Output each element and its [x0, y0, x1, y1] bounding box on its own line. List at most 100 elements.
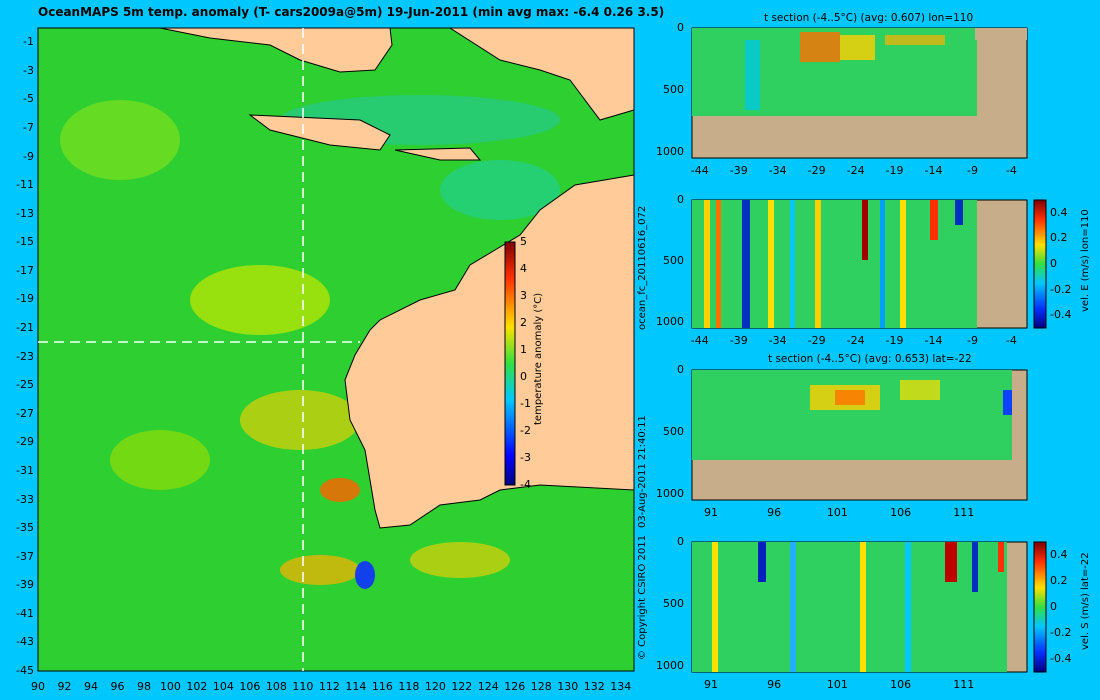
map-y-tick: -43	[16, 635, 34, 649]
map-x-tick: 104	[212, 680, 234, 693]
section-x-tick: -14	[924, 334, 943, 347]
map-colorbar-tick: -2	[520, 424, 531, 437]
map-frame	[37, 27, 635, 672]
map-colorbar-tick: -1	[520, 397, 531, 410]
map-colorbar-tick: -3	[520, 451, 531, 464]
map-y-tick: -9	[23, 149, 34, 163]
map-x-tick: 90	[31, 680, 45, 693]
section-x-tick: -44	[690, 334, 709, 347]
map-y-tick: -29	[16, 435, 34, 449]
section-x-tick: 91	[703, 506, 718, 519]
map-x-tick: 94	[83, 680, 98, 693]
map-x-tick: 128	[530, 680, 552, 693]
map-y-tick: -5	[23, 92, 34, 106]
section-y-tick: 0	[677, 363, 684, 376]
section-x-tick: 106	[890, 678, 912, 691]
section-colorbar-tick: 0.4	[1050, 205, 1068, 219]
section-x-tick: -29	[807, 164, 826, 177]
section-colorbar-tick: -0.4	[1050, 308, 1072, 322]
map-colorbar-label: temperature anomaly (°C)	[533, 292, 544, 425]
map-y-tick: -1	[23, 35, 34, 49]
map-colorbar-tick: 0	[520, 370, 527, 383]
map-x-tick: 106	[239, 680, 261, 693]
section-x-tick: -9	[966, 334, 978, 347]
map-colorbar-tick: -4	[520, 478, 531, 491]
map-y-tick: -7	[23, 121, 34, 135]
section-x-tick: -24	[846, 334, 865, 347]
map-x-tick: 124	[477, 680, 499, 693]
section-x-tick: 91	[703, 678, 718, 691]
map-y-tick: -25	[16, 378, 34, 392]
section-y-tick: 500	[663, 596, 684, 610]
section-y-tick: 1000	[656, 658, 684, 672]
section-y-tick: 500	[663, 82, 684, 96]
section-4-colorbar	[1033, 541, 1047, 673]
section-colorbar-tick: 0.2	[1050, 231, 1068, 245]
map-colorbar-tick: 1	[520, 343, 527, 356]
map-x-tick: 120	[424, 680, 446, 693]
map-x-tick: 132	[583, 680, 605, 693]
map-x-tick: 102	[186, 680, 208, 693]
map-land	[159, 27, 635, 529]
section-3-plot	[691, 369, 1028, 501]
section-colorbar-tick: 0.4	[1050, 548, 1068, 561]
map-x-tick: 134	[610, 680, 632, 693]
copyright-label: © Copyright CSIRO 2011	[637, 535, 648, 660]
map-colorbar-tick: 5	[520, 235, 527, 248]
map-y-tick: -41	[16, 606, 34, 620]
section-colorbar-tick: -0.2	[1050, 282, 1072, 296]
section-x-tick: -14	[924, 164, 943, 177]
map-y-tick: -21	[16, 321, 34, 335]
section-x-tick: 101	[826, 506, 848, 519]
section-3-title: t section (-4..5°C) (avg: 0.653) lat=-22	[768, 353, 972, 365]
map-colorbar-tick: 4	[520, 262, 527, 275]
map-x-tick: 130	[557, 680, 579, 693]
map-y-tick: -3	[23, 63, 34, 77]
section-colorbar-tick: 0.2	[1050, 574, 1068, 587]
section-1-title: t section (-4..5°C) (avg: 0.607) lon=110	[764, 12, 974, 24]
map-x-tick: 126	[504, 680, 526, 693]
map-x-tick: 100	[159, 680, 181, 693]
section-y-tick: 0	[677, 21, 684, 34]
map-y-tick: -19	[16, 292, 34, 306]
map-x-tick: 114	[345, 680, 367, 693]
section-x-tick: 96	[767, 678, 782, 691]
map-x-tick: 118	[398, 680, 420, 693]
section-colorbar-tick: 0	[1050, 257, 1057, 270]
map-y-tick: -37	[16, 549, 34, 563]
map-y-tick: -33	[16, 492, 34, 506]
section-x-tick: -34	[768, 164, 787, 177]
section-x-tick: -4	[1005, 164, 1017, 177]
map-anomaly-patches	[60, 95, 560, 589]
section-colorbar-tick: 0	[1050, 600, 1057, 613]
section-x-tick: 101	[826, 678, 848, 691]
section-colorbar-tick: -0.4	[1050, 652, 1072, 665]
section-2-plot	[691, 199, 1028, 329]
map-x-tick: 96	[110, 680, 125, 693]
section-x-tick: -44	[690, 164, 709, 177]
map-y-tick: -45	[16, 664, 34, 677]
section-x-tick: -19	[885, 164, 904, 177]
section-x-tick: -24	[846, 164, 865, 177]
map-y-tick: -27	[16, 406, 34, 420]
section-y-tick: 1000	[656, 486, 684, 500]
section-x-tick: 111	[953, 678, 975, 691]
section-x-tick: -39	[729, 164, 748, 177]
section-4-plot	[691, 541, 1028, 673]
map-y-tick: -39	[16, 578, 34, 592]
date-label: 03-Aug-2011 21:40:11	[637, 415, 648, 528]
map-colorbar-tick: 3	[520, 289, 527, 302]
map-y-tick: -23	[16, 349, 34, 363]
section-x-tick: -39	[729, 334, 748, 347]
section-x-tick: -19	[885, 334, 904, 347]
map-y-tick: -13	[16, 206, 34, 220]
section-1-plot	[691, 27, 1028, 159]
map-x-tick: 122	[451, 680, 473, 693]
section-y-tick: 0	[677, 193, 684, 206]
section-y-tick: 500	[663, 424, 684, 438]
map-y-tick: -15	[16, 235, 34, 249]
map-colorbar	[504, 241, 516, 486]
section-y-tick: 0	[677, 535, 684, 548]
section-x-tick: 111	[953, 506, 975, 519]
